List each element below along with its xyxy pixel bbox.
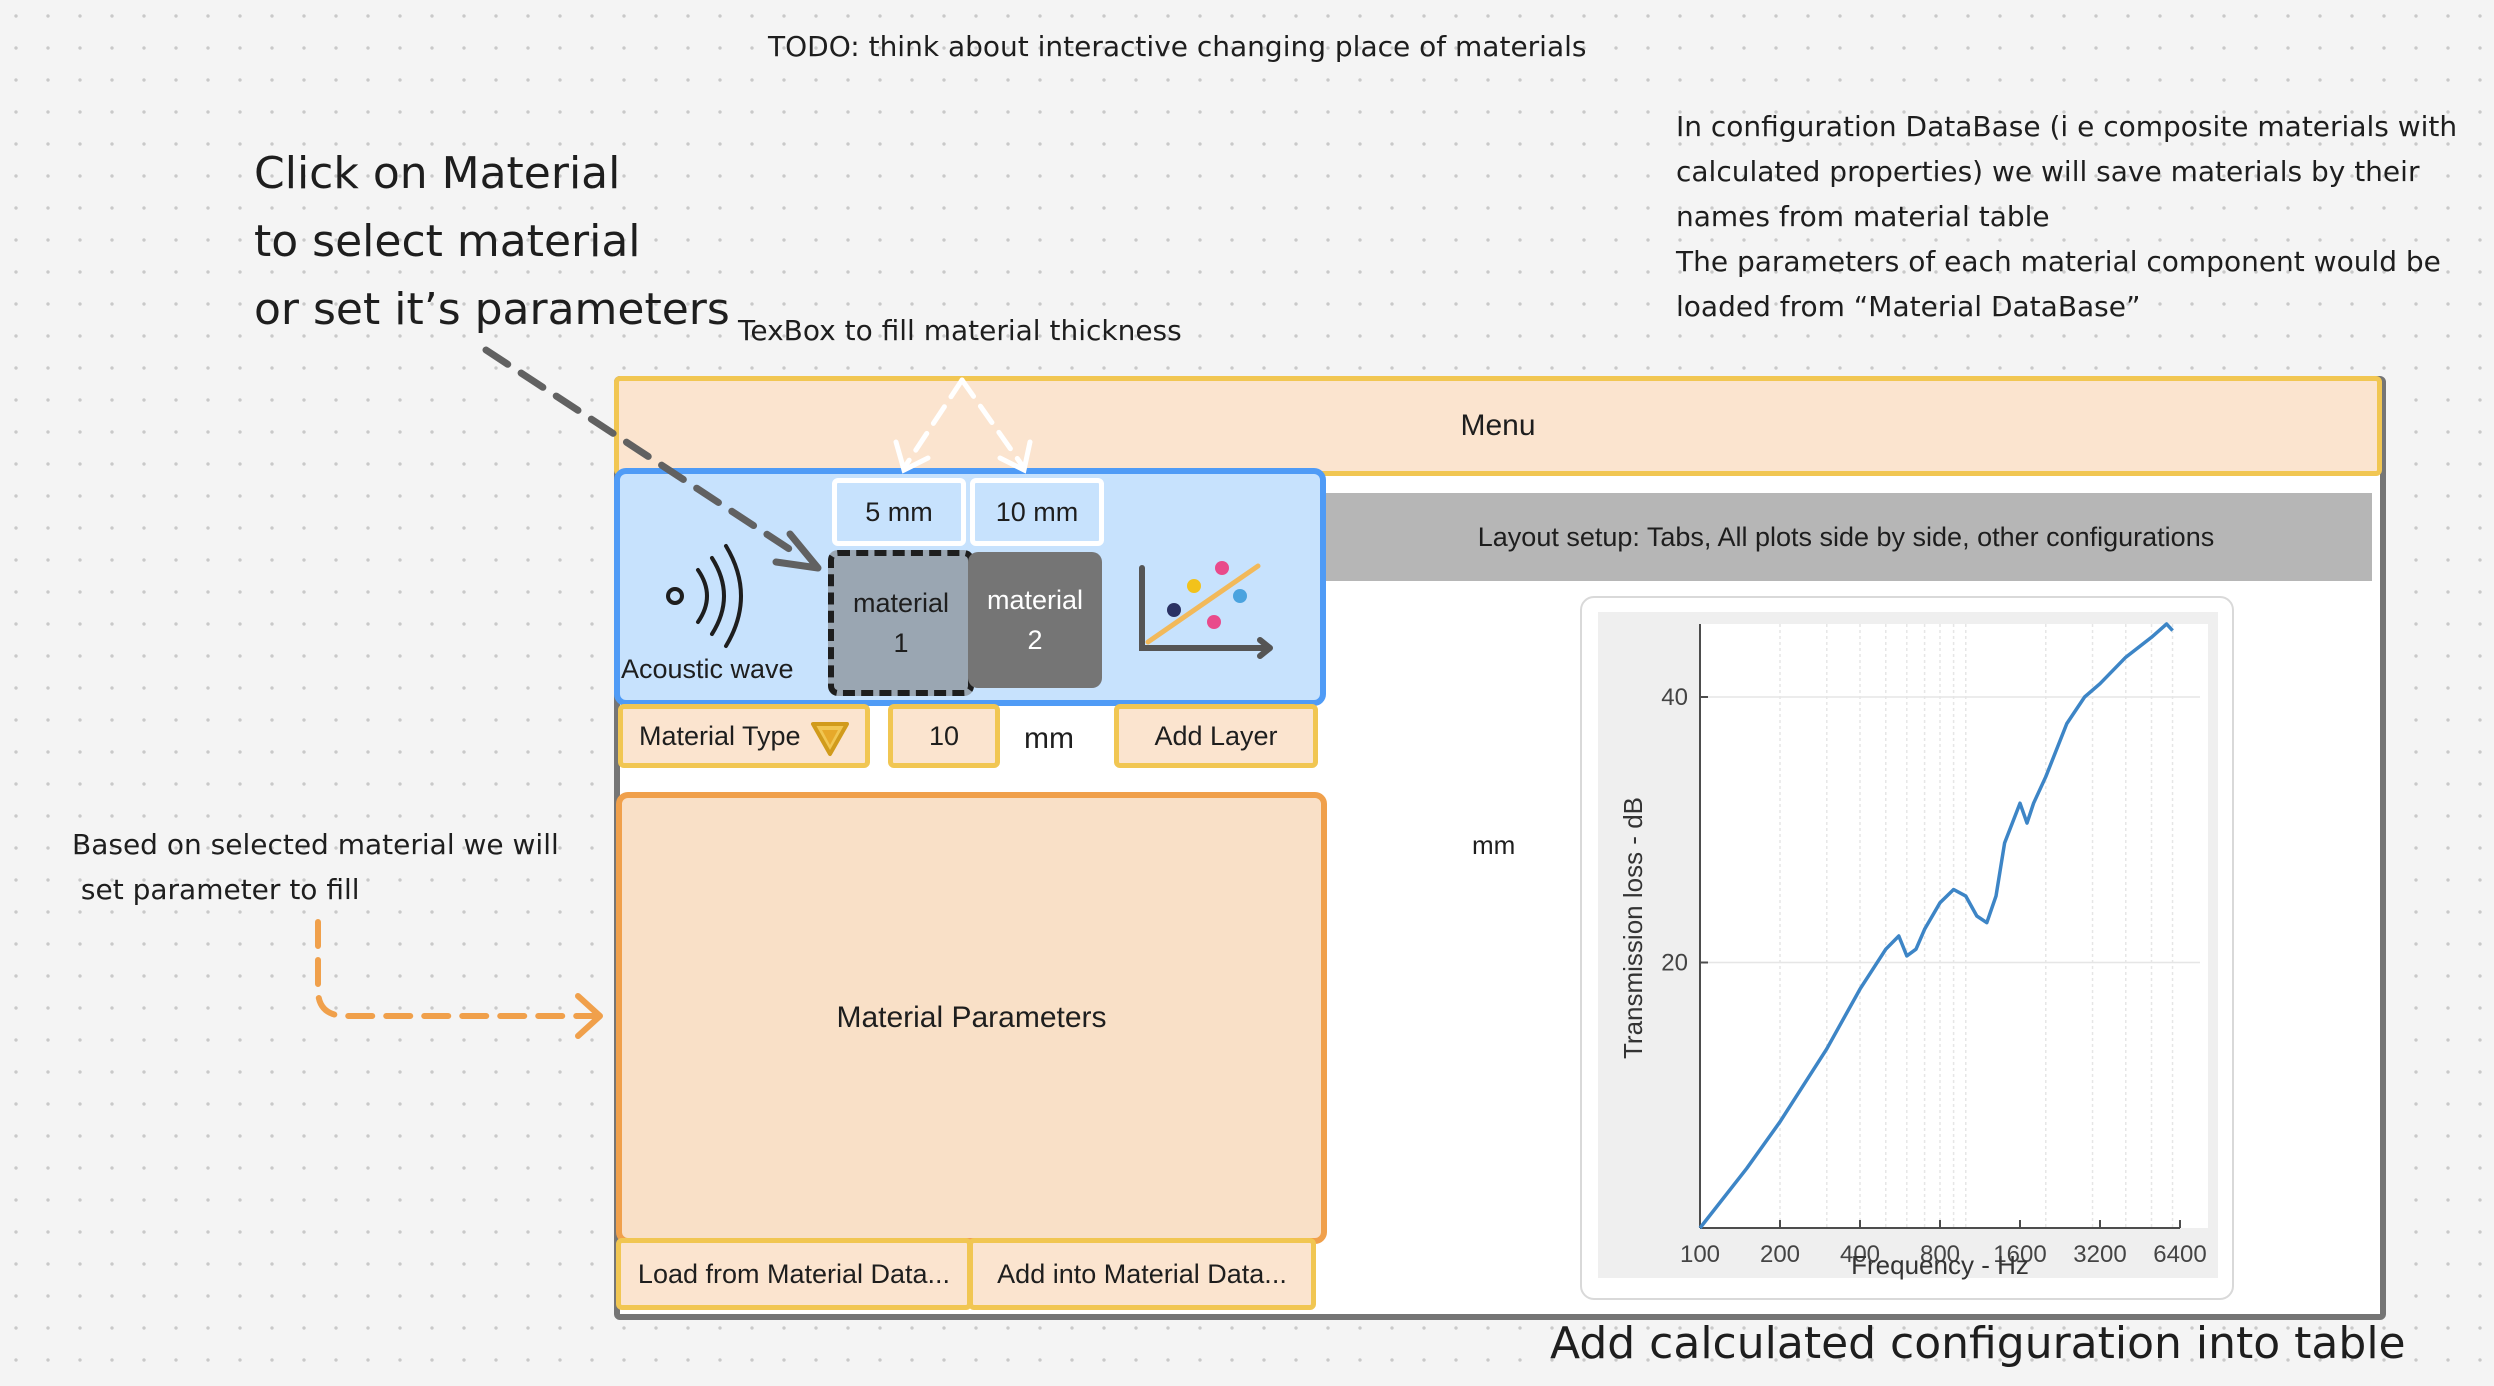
click-material-arrow [482,346,822,572]
based-on-material-arrow [315,919,603,1039]
plot-svg: 20 40 100 200 400 800 1600 3200 6400 Frequency -… [1598,612,2218,1280]
config-note-line: names from material table [1676,200,2050,233]
y-tick-label: 40 [1661,684,1688,711]
thickness-value-1: 5 mm [865,496,933,527]
material-2-index: 2 [1027,625,1043,655]
add-configuration-note: Add calculated configuration into table [1550,1318,2406,1369]
textbox-hint-arrows [893,377,1033,474]
material-2-label: material [986,585,1084,615]
click-note-line: to select material [254,216,641,267]
based-on-selected-note: Based on selected material we will set p… [72,822,559,912]
based-note-line: set parameter to fill [72,873,360,906]
load-from-database-label: Load from Material Data... [637,1258,951,1289]
dropdown-triangle-icon [809,721,851,764]
thickness-value-2: 10 mm [995,496,1079,527]
material-2-layer[interactable]: material 2 [968,552,1102,688]
config-database-note: In configuration DataBase (i e composite… [1676,104,2457,329]
x-tick-label: 800 [1920,1241,1960,1268]
click-material-note: Click on Material to select material or … [254,140,730,344]
layout-setup-bar[interactable]: Layout setup: Tabs, All plots side by si… [1320,493,2372,581]
based-note-line: Based on selected material we will [72,828,559,861]
thickness-textbox-2[interactable]: 10 mm [970,478,1104,546]
material-parameters-label: Material Parameters [836,1001,1107,1034]
menu-label: Menu [1460,409,1536,442]
sound-wave-icon [662,540,754,650]
chart-icon[interactable] [1136,554,1278,666]
transmission-loss-series-line [1698,622,2174,1230]
click-note-line: Click on Material [254,148,621,199]
material-1-label: material [852,588,950,618]
acoustic-wave-label: Acoustic wave [621,654,794,684]
x-tick-label: 3200 [2073,1241,2126,1268]
add-into-database-label: Add into Material Data... [997,1258,1287,1289]
thickness-input[interactable]: 10 [888,704,1000,768]
material-parameters-panel: Material Parameters [616,792,1327,1244]
y-axis-label: Transmission loss - dB [1618,797,1648,1059]
thickness-textbox-1[interactable]: 5 mm [832,478,966,546]
stray-unit-label: mm [1472,830,1516,860]
click-note-line: or set it’s parameters [254,284,730,335]
config-note-line: calculated properties) we will save mate… [1676,155,2420,188]
thickness-input-value: 10 [928,720,960,751]
x-tick-label: 200 [1760,1241,1800,1268]
config-note-line: In configuration DataBase (i e composite… [1676,110,2458,143]
config-note-line: loaded from “Material DataBase” [1676,290,2141,323]
x-tick-label: 400 [1840,1241,1880,1268]
x-axis-label: Frequency - Hz [1851,1250,2029,1280]
x-tick-label: 1600 [1993,1241,2046,1268]
layout-setup-label: Layout setup: Tabs, All plots side by si… [1477,521,2215,552]
add-layer-button[interactable]: Add Layer [1114,704,1318,768]
config-note-line: The parameters of each material componen… [1676,245,2441,278]
material-type-dropdown[interactable]: Material Type [618,704,870,768]
material-1-layer[interactable]: material 1 [828,550,974,696]
x-tick-label: 100 [1680,1241,1720,1268]
material-type-label: Material Type [639,720,801,751]
add-into-database-button[interactable]: Add into Material Data... [968,1238,1316,1310]
material-1-index: 1 [893,628,909,658]
add-layer-label: Add Layer [1154,720,1278,751]
todo-note: TODO: think about interactive changing p… [768,30,1587,63]
transmission-loss-plot: 20 40 100 200 400 800 1600 3200 6400 Frequency -… [1580,596,2234,1300]
load-from-database-button[interactable]: Load from Material Data... [616,1238,972,1310]
textbox-hint-note: TexBox to fill material thickness [738,314,1182,347]
x-tick-label: 6400 [2153,1241,2206,1268]
thickness-unit-label: mm [1024,722,1074,755]
y-tick-label: 20 [1661,950,1688,977]
